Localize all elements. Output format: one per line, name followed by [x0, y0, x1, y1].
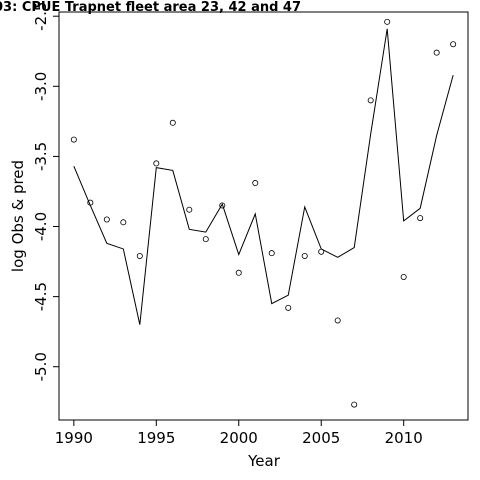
y-tick-label: -3.0 — [32, 72, 50, 101]
y-tick-label: -2.5 — [32, 2, 50, 31]
observed-point — [252, 180, 259, 187]
y-axis-label: log Obs & pred — [9, 160, 27, 272]
observed-point — [136, 252, 143, 259]
observed-point — [433, 49, 440, 56]
observed-point — [417, 215, 424, 222]
plot-frame — [58, 11, 469, 421]
x-axis-label: Year — [247, 452, 281, 470]
predicted-line — [73, 28, 454, 325]
x-axis: 1990 1995 2000 2005 2010 — [55, 420, 423, 447]
y-tick-label: -3.5 — [32, 142, 50, 171]
observed-point — [70, 136, 77, 143]
x-tick-label: 1995 — [137, 429, 175, 447]
x-tick-label: 2005 — [302, 429, 340, 447]
observed-point — [219, 202, 226, 209]
observed-point — [367, 97, 374, 104]
observed-point — [120, 219, 127, 226]
observed-point — [334, 317, 341, 324]
y-tick-label: -5.0 — [32, 352, 50, 381]
x-tick-label: 2010 — [385, 429, 423, 447]
observed-point — [400, 273, 407, 280]
observed-point — [202, 236, 209, 243]
chart-title: 03: CPUE Trapnet fleet area 23, 42 and 4… — [0, 0, 301, 15]
observed-point — [186, 206, 193, 213]
observed-point — [384, 18, 391, 25]
observed-point — [285, 304, 292, 311]
x-tick-label: 1990 — [55, 429, 93, 447]
observed-point — [103, 216, 110, 223]
observed-point — [235, 269, 242, 276]
y-axis: -5.0 -4.5 -4.0 -3.5 -3.0 -2.5 — [32, 2, 59, 381]
observed-point — [351, 401, 358, 408]
x-tick-label: 2000 — [220, 429, 258, 447]
observed-point — [268, 250, 275, 257]
observed-point — [450, 41, 457, 48]
observed-point — [301, 252, 308, 259]
observed-point — [169, 119, 176, 126]
series-layer — [70, 18, 457, 408]
y-tick-label: -4.5 — [32, 282, 50, 311]
observed-point — [153, 160, 160, 167]
y-tick-label: -4.0 — [32, 212, 50, 241]
